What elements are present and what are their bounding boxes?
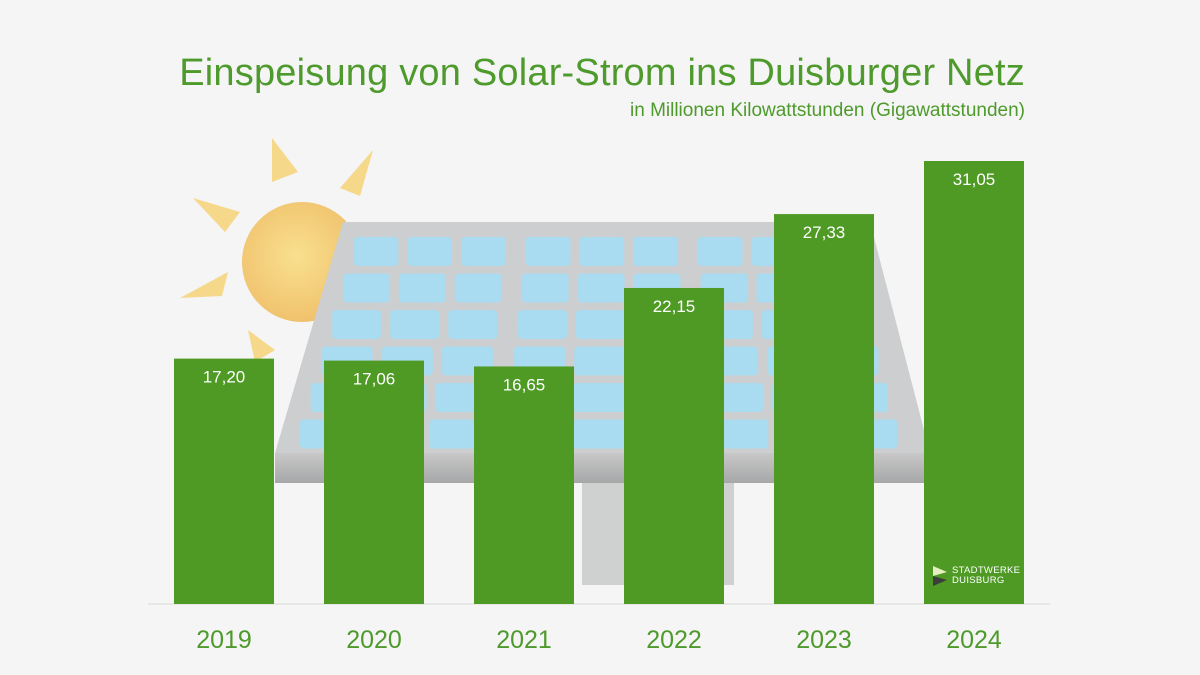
x-tick-label-2024: 2024: [946, 626, 1002, 654]
x-tick-label-2022: 2022: [646, 626, 702, 654]
panel-cell: [577, 273, 625, 303]
panel-cell: [517, 310, 567, 339]
bar-2022: [624, 287, 724, 604]
logo-mark-icon: [933, 566, 947, 586]
panel-cell: [353, 237, 399, 266]
data-label-2023: 27,33: [803, 223, 846, 242]
panel-cell: [428, 419, 485, 449]
data-label-2019: 17,20: [203, 368, 246, 387]
panel-cell: [572, 383, 626, 412]
x-tick-label-2021: 2021: [496, 626, 552, 654]
bar-2019: [174, 358, 274, 604]
panel-cell: [398, 273, 446, 303]
panel-cell: [633, 237, 678, 266]
panel-cell: [461, 237, 506, 266]
panel-cell: [390, 310, 440, 339]
stadtwerke-duisburg-logo: STADTWERKE DUISBURG: [933, 566, 1020, 586]
panel-cell: [521, 273, 569, 303]
panel-cell: [575, 310, 626, 339]
data-label-2024: 31,05: [953, 170, 996, 189]
x-tick-label-2023: 2023: [796, 626, 852, 654]
data-label-2022: 22,15: [653, 297, 696, 316]
logo-line1: STADTWERKE: [952, 565, 1021, 576]
panel-cell: [342, 273, 390, 303]
bar-2023: [774, 214, 874, 604]
panel-cell: [697, 237, 743, 266]
panel-cell: [712, 419, 769, 449]
logo-line2: DUISBURG: [952, 575, 1005, 586]
x-tick-label-2019: 2019: [196, 626, 252, 654]
x-tick-label-2020: 2020: [346, 626, 402, 654]
panel-cell: [525, 237, 571, 266]
panel-cell: [332, 310, 382, 339]
panel-cell: [407, 237, 453, 266]
bar-2020: [324, 360, 424, 604]
panel-cell: [448, 310, 498, 339]
data-label-2021: 16,65: [503, 375, 546, 394]
data-label-2020: 17,06: [353, 370, 396, 389]
chart-title: Einspeisung von Solar-Strom ins Duisburg…: [179, 52, 1025, 94]
bar-2021: [474, 366, 574, 604]
panel-cell: [454, 273, 502, 303]
bar-2024: [924, 161, 1024, 604]
panel-cell: [579, 237, 625, 266]
panel-cell: [574, 346, 626, 376]
panel-cell: [570, 419, 627, 449]
chart-subtitle: in Millionen Kilowattstunden (Gigawattst…: [630, 100, 1025, 121]
